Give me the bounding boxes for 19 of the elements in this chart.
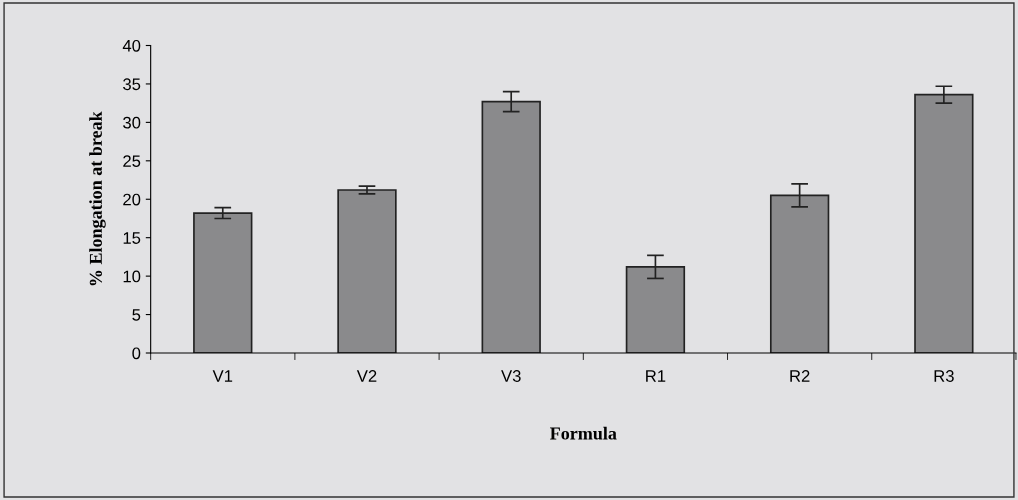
y-tick-label: 10 (123, 270, 141, 283)
x-tick-label: V2 (356, 370, 377, 382)
x-tick-label: V1 (212, 370, 233, 382)
x-tick-label: V3 (501, 370, 521, 382)
y-tick-label: 25 (123, 155, 141, 168)
y-tick-label: 5 (132, 309, 141, 321)
x-tick-label: R2 (790, 370, 810, 382)
y-tick-label: 0 (132, 347, 141, 360)
y-tick-label: 15 (123, 232, 141, 244)
bar (337, 189, 397, 353)
bar (193, 212, 253, 353)
y-axis-title: % Elongation at break (89, 111, 106, 286)
y-tick-label: 40 (122, 39, 141, 52)
x-tick-label: R1 (646, 370, 666, 382)
y-tick-label: 35 (123, 78, 141, 91)
y-tick-label: 30 (123, 116, 141, 129)
x-tick-label: R3 (934, 370, 954, 382)
y-tick-label: 20 (123, 193, 141, 206)
x-axis-title: Formula (550, 426, 617, 440)
